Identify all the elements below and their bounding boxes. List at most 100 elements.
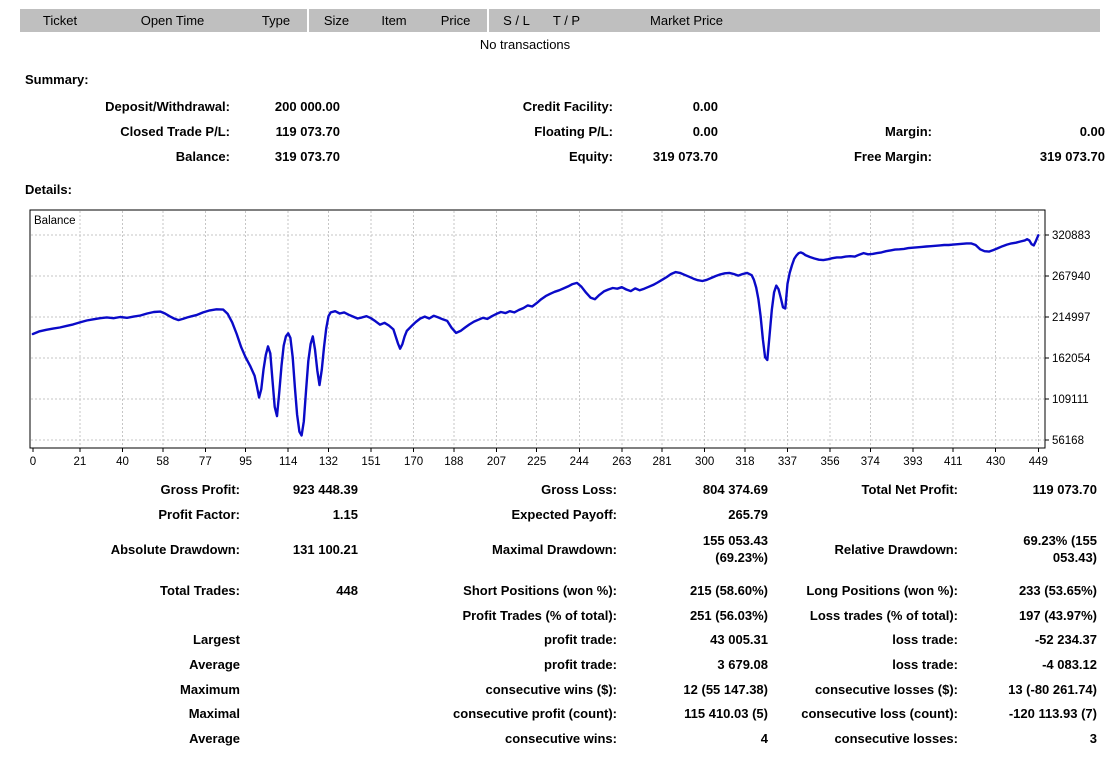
stat-row: Profit Trades (% of total): 251 (56.03%) L…	[20, 604, 1097, 629]
stat-value: 119 073.70	[1032, 482, 1097, 497]
stat-value: 131 100.21	[292, 541, 358, 557]
stat-value: 233 (53.65%)	[1018, 583, 1097, 599]
x-axis-label: 77	[199, 456, 212, 468]
x-axis-label: 40	[116, 456, 129, 468]
x-axis-label: 411	[944, 456, 962, 468]
stat-value: 13 (-80 261.74)	[1008, 681, 1097, 697]
summary-label: Deposit/Withdrawal:	[105, 99, 230, 114]
column-header-price: Price	[440, 13, 471, 28]
stat-row: Absolute Drawdown: 131 100.21 Maximal Draw…	[20, 532, 1097, 566]
summary-label: Balance:	[175, 149, 230, 164]
x-axis-label: 337	[778, 456, 797, 468]
stat-value	[958, 503, 1097, 528]
x-axis-label: 151	[361, 456, 380, 468]
balance-chart-wrap: 320883 267940 214997 162054 109111 56168 0 21 40…	[22, 208, 1112, 472]
summary-row: Deposit/Withdrawal: 200 000.00 Credit Faci…	[20, 94, 1105, 119]
stat-label: Maximum	[180, 681, 240, 697]
stat-label	[20, 604, 240, 629]
summary-value	[932, 94, 1105, 119]
stat-label: consecutive profit (count):	[453, 706, 617, 722]
stat-label: Absolute Drawdown:	[110, 541, 240, 557]
stat-value: 155 053.43 (69.23%)	[702, 533, 768, 566]
plot-border	[29, 209, 1046, 449]
x-axis-label: 0	[30, 456, 36, 468]
x-axis-label: 225	[527, 456, 546, 468]
summary-heading: Summary:	[25, 72, 89, 87]
column-header-t-p: T / P	[552, 13, 581, 28]
stat-label: profit trade:	[544, 632, 617, 648]
stat-label: consecutive losses ($):	[814, 681, 958, 697]
stat-value: 251 (56.03%)	[689, 607, 768, 623]
summary-label: Floating P/L:	[534, 124, 613, 139]
stat-label: Largest	[193, 632, 240, 648]
x-axis-label: 58	[156, 456, 169, 468]
summary-value: 119 073.70	[275, 124, 340, 139]
summary-value: 200 000.00	[274, 99, 340, 114]
column-separator	[487, 9, 489, 32]
x-axis-label: 244	[570, 456, 590, 468]
column-header-size: Size	[323, 13, 350, 28]
summary-label: Closed Trade P/L:	[120, 124, 230, 139]
stat-label: Total Net Profit:	[861, 482, 958, 497]
stat-row: Total Trades: 448 Short Positions (won %):…	[20, 579, 1097, 604]
y-axis-label: 267940	[1052, 271, 1090, 283]
stat-value: 3	[1089, 730, 1097, 746]
stat-row: Maximum consecutive wins ($): 12 (55 147.3…	[20, 678, 1097, 703]
stat-label: Profit Trades (% of total):	[462, 607, 617, 623]
stat-value: 265.79	[728, 506, 768, 522]
stat-label: Loss trades (% of total):	[809, 607, 958, 623]
summary-value: 319 073.70	[274, 149, 340, 164]
x-axis-label: 300	[695, 456, 714, 468]
statistics-section: Gross Profit: 923 448.39 Gross Loss: 804 37…	[20, 478, 1097, 751]
y-axis-label: 214997	[1052, 312, 1090, 324]
summary-section: Deposit/Withdrawal: 200 000.00 Credit Faci…	[20, 94, 1105, 169]
column-header-ticket: Ticket	[42, 13, 78, 28]
orders-table-header: Ticket Open Time Type Size Item Price S / L T /…	[20, 9, 1100, 32]
y-axis-label: 162054	[1052, 353, 1091, 365]
stat-value: 4	[760, 730, 768, 746]
summary-value: 0.00	[1079, 124, 1105, 139]
chart-title: Balance	[34, 215, 76, 227]
stat-value: -4 083.12	[1042, 656, 1097, 672]
stat-row: Average consecutive wins: 4 consecutive los…	[20, 727, 1097, 752]
stat-value	[240, 727, 358, 752]
summary-value: 319 073.70	[1039, 149, 1105, 164]
column-header-open-time: Open Time	[140, 13, 205, 28]
stat-value: 43 005.31	[710, 632, 768, 648]
x-axis-label: 356	[820, 456, 839, 468]
stat-label: Gross Loss:	[541, 482, 617, 497]
stat-label: Average	[189, 730, 240, 746]
x-axis-label: 95	[239, 456, 252, 468]
column-header-s-l: S / L	[503, 13, 530, 28]
x-axis-label: 393	[903, 456, 922, 468]
x-axis-label: 281	[653, 456, 672, 468]
stat-value	[240, 702, 358, 727]
x-axis-label: 132	[319, 456, 338, 468]
stat-label: consecutive loss (count):	[801, 706, 958, 722]
y-axis-label: 320883	[1052, 230, 1090, 242]
stat-value	[240, 678, 358, 703]
stat-row: Gross Profit: 923 448.39 Gross Loss: 804 37…	[20, 478, 1097, 503]
stat-label: Short Positions (won %):	[463, 583, 617, 599]
stat-label: consecutive wins ($):	[485, 681, 617, 697]
stat-label: Gross Profit:	[160, 482, 240, 497]
stat-label: Expected Payoff:	[511, 506, 617, 522]
stat-value	[240, 653, 358, 678]
summary-value: 0.00	[692, 99, 718, 114]
balance-chart: 320883 267940 214997 162054 109111 56168 0 21 40…	[29, 209, 1091, 468]
stat-label: Profit Factor:	[158, 506, 240, 522]
x-axis-label: 263	[612, 456, 631, 468]
stat-label: consecutive losses:	[834, 730, 958, 746]
stat-label: consecutive wins:	[505, 730, 617, 746]
stat-value: 69.23% (155 053.43)	[1023, 533, 1097, 566]
summary-value: 319 073.70	[652, 149, 718, 164]
x-axis-label: 170	[404, 456, 423, 468]
stat-value	[240, 604, 358, 629]
stat-label: profit trade:	[544, 656, 617, 672]
stat-value: 923 448.39	[292, 482, 358, 497]
stat-row: Largest profit trade: 43 005.31 loss trade:…	[20, 628, 1097, 653]
x-axis-label: 21	[74, 456, 87, 468]
stat-label: Long Positions (won %):	[806, 583, 958, 599]
stat-label: loss trade:	[892, 632, 958, 648]
